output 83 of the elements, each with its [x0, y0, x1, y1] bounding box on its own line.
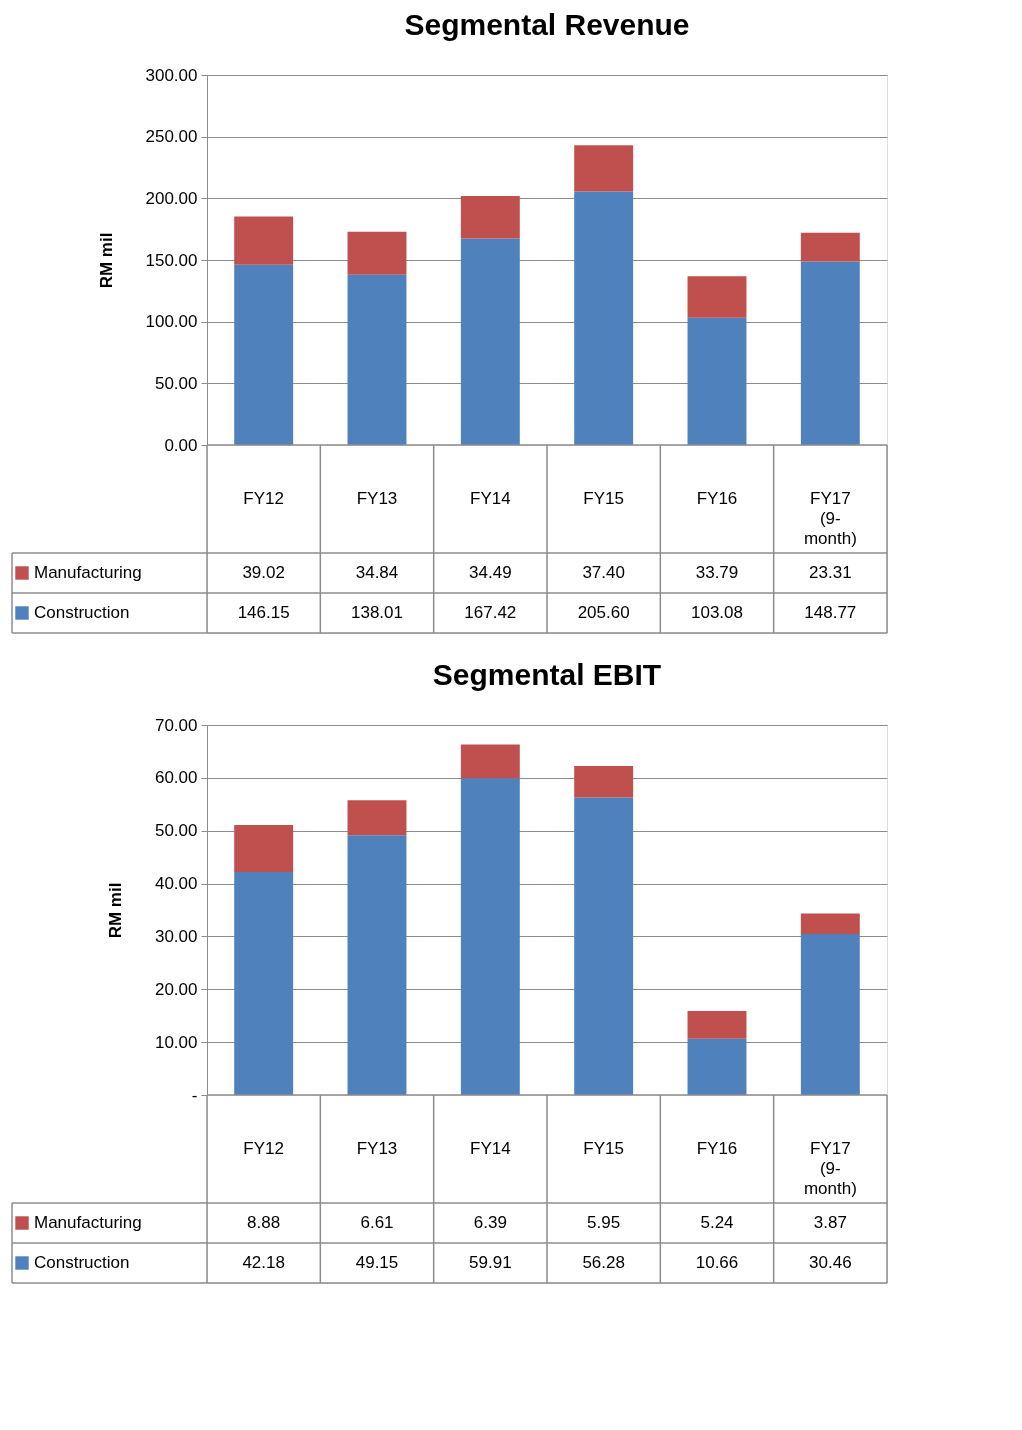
- data-label: 5.95: [587, 1213, 621, 1232]
- legend-label: Construction: [34, 1253, 130, 1272]
- data-label: 146.15: [237, 603, 290, 622]
- bar: [347, 274, 407, 445]
- x-tick-label: FY14: [470, 1139, 511, 1158]
- y-tick-label: 300.00: [145, 65, 198, 85]
- data-label: 37.40: [582, 563, 625, 582]
- data-label: 167.42: [464, 603, 517, 622]
- y-tick-label: 20.00: [154, 979, 198, 999]
- y-tick-label: 70.00: [154, 715, 198, 735]
- bar: [574, 191, 634, 445]
- y-tick-label: 50.00: [154, 373, 198, 393]
- data-label: 23.31: [809, 563, 852, 582]
- data-label: 56.28: [582, 1253, 625, 1272]
- x-tick-label: FY17 (9-month): [803, 489, 857, 548]
- legend-label: Construction: [34, 603, 130, 622]
- y-tick-label: 250.00: [145, 127, 198, 147]
- y-axis-title: RM mil: [105, 882, 125, 939]
- y-tick-label: 50.00: [154, 821, 198, 841]
- x-tick-label: FY12: [243, 489, 284, 508]
- y-tick-label: 30.00: [154, 926, 198, 946]
- bar: [234, 264, 294, 445]
- chart-title: Segmental EBIT: [432, 658, 662, 691]
- data-label: 103.08: [691, 603, 743, 622]
- bar: [687, 1038, 747, 1095]
- bar: [800, 261, 860, 445]
- bar: [574, 797, 634, 1095]
- x-tick-label: FY13: [356, 1139, 398, 1158]
- bar: [347, 800, 407, 836]
- bar: [347, 835, 407, 1095]
- data-label: 39.02: [242, 563, 285, 582]
- x-tick-label: FY16: [696, 489, 738, 508]
- data-label: 34.49: [469, 563, 512, 582]
- bar: [460, 238, 520, 445]
- data-label: 49.15: [355, 1253, 399, 1272]
- chart-title: Segmental Revenue: [404, 8, 690, 41]
- data-label: 3.87: [813, 1213, 847, 1232]
- legend-label: Manufacturing: [34, 1213, 142, 1232]
- bar: [800, 913, 860, 934]
- data-label: 138.01: [351, 603, 403, 622]
- data-label: 6.39: [473, 1213, 507, 1232]
- x-tick-label: FY12: [243, 1139, 284, 1158]
- x-tick-label: FY17 (9-month): [803, 1139, 857, 1198]
- bar: [234, 825, 294, 873]
- bar: [687, 317, 747, 445]
- y-tick-label: 100.00: [145, 312, 198, 332]
- bar: [687, 1010, 747, 1039]
- x-tick-label: FY15: [583, 1139, 624, 1158]
- bar: [687, 276, 747, 318]
- y-tick-label: 40.00: [154, 874, 198, 894]
- data-label: 59.91: [469, 1253, 512, 1272]
- x-tick-label: FY15: [583, 489, 624, 508]
- data-label: 42.18: [242, 1253, 285, 1272]
- bar: [347, 231, 407, 275]
- y-tick-label: 60.00: [154, 768, 198, 788]
- bar: [574, 145, 634, 192]
- y-tick-label: 10.00: [154, 1032, 198, 1052]
- data-label: 205.60: [577, 603, 630, 622]
- y-tick-label: 200.00: [145, 188, 198, 208]
- bar: [574, 766, 634, 798]
- bar: [234, 216, 294, 265]
- data-label: 8.88: [247, 1213, 281, 1232]
- data-label: 10.66: [695, 1253, 739, 1272]
- data-label: 34.84: [355, 563, 399, 582]
- y-axis-title: RM mil: [96, 232, 116, 289]
- data-label: 148.77: [804, 603, 857, 622]
- y-tick-label: 150.00: [145, 250, 198, 270]
- bar: [460, 778, 520, 1095]
- x-tick-label: FY13: [356, 489, 398, 508]
- bar: [234, 872, 294, 1095]
- data-label: 5.24: [700, 1213, 734, 1232]
- data-label: 33.79: [695, 563, 739, 582]
- y-tick-label: 0.00: [164, 435, 198, 455]
- data-label: 6.61: [360, 1213, 394, 1232]
- data-label: 30.46: [809, 1253, 852, 1272]
- bar: [460, 195, 520, 239]
- legend-label: Manufacturing: [34, 563, 142, 582]
- bar: [460, 744, 520, 779]
- bar: [800, 934, 860, 1095]
- bar: [800, 232, 860, 262]
- x-tick-label: FY16: [696, 1139, 738, 1158]
- y-tick-label: -: [191, 1085, 198, 1105]
- x-tick-label: FY14: [470, 489, 511, 508]
